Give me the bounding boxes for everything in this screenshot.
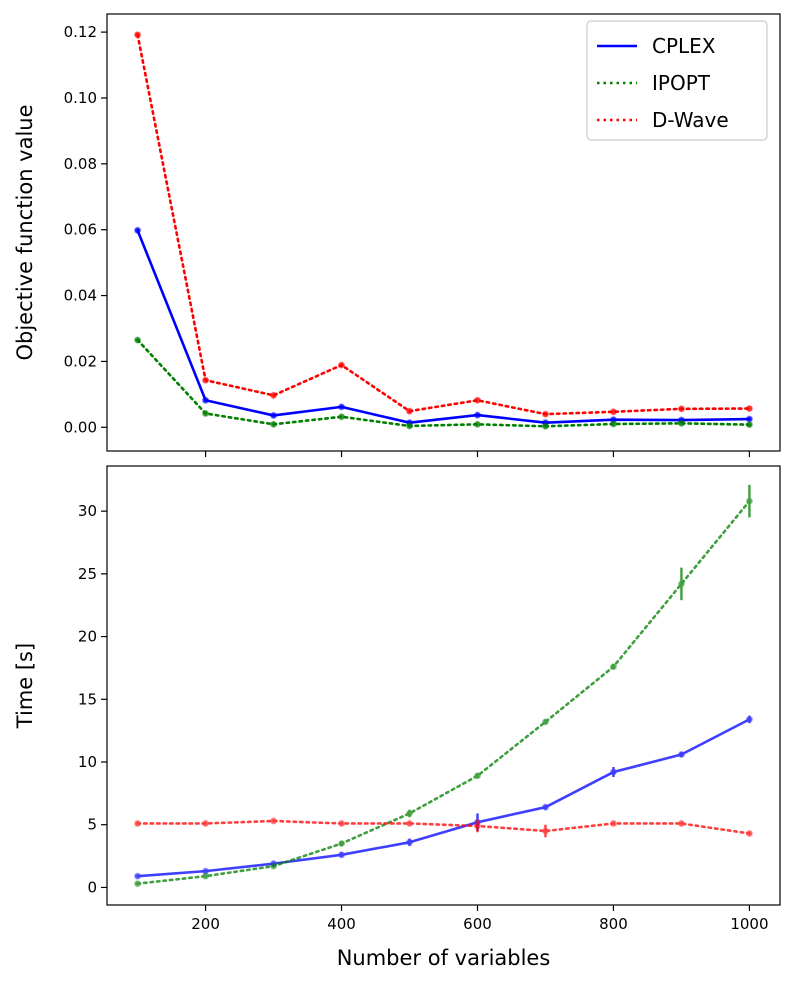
data-point: [270, 391, 278, 399]
data-point: [541, 410, 550, 418]
data-point: [541, 803, 550, 811]
series-line-cplex: [136, 718, 751, 878]
axes-frame: [106, 13, 781, 452]
y-tick-label: 0.06: [64, 221, 97, 239]
y-tick-label: 0.02: [64, 352, 97, 370]
time-panel: 200 400 600 800 1000 0 5 10 15 20 25 30 Time [s] Numb…: [13, 465, 781, 970]
y-tick-label: 0.10: [64, 89, 97, 107]
x-tick-label: 400: [327, 915, 356, 933]
y-tick-label: 5: [87, 816, 97, 834]
y-tick-label: 15: [78, 690, 97, 708]
data-point: [337, 403, 346, 411]
data-point: [270, 411, 278, 419]
legend: CPLEX IPOPT D-Wave: [586, 20, 768, 141]
y-tick-label: 0.00: [64, 418, 97, 436]
y-axis-label: Objective function value: [13, 104, 37, 360]
y-tick-label: 30: [78, 502, 97, 520]
y-tick-label: 20: [78, 628, 97, 646]
data-point: [270, 862, 278, 870]
data-point: [337, 361, 346, 369]
data-point: [473, 420, 482, 428]
series-ipopt: [134, 336, 753, 430]
data-point: [677, 750, 685, 759]
data-point: [405, 809, 414, 817]
data-point: [202, 409, 210, 418]
series-d-wave: [134, 817, 753, 838]
series-line-ipopt: [136, 338, 751, 428]
data-point: [677, 419, 685, 427]
data-point: [134, 336, 142, 344]
y-tick-label: 0: [87, 878, 97, 896]
data-point: [337, 413, 346, 421]
data-point: [405, 838, 414, 846]
x-tick-label: 200: [191, 915, 220, 933]
data-point: [202, 819, 210, 828]
data-point: [337, 839, 346, 848]
data-point: [745, 415, 753, 423]
data-point: [473, 772, 482, 780]
x-tick-label: 800: [599, 915, 628, 933]
y-tick-label: 0.08: [64, 155, 97, 173]
series-cplex: [134, 715, 753, 880]
data-point: [541, 422, 550, 430]
legend-label-cplex: CPLEX: [652, 34, 716, 58]
x-tick-label: 1000: [730, 915, 768, 933]
objective-panel: 0.00 0.02 0.04 0.06 0.08 0.10 0.12 Objective fu…: [13, 13, 781, 457]
y-axis-label: Time [s]: [13, 643, 37, 729]
data-point: [609, 819, 617, 828]
data-point: [745, 497, 753, 505]
series-line-d-wave: [136, 819, 751, 835]
series-d-wave: [134, 31, 753, 418]
data-point: [337, 819, 346, 828]
data-point: [473, 396, 482, 404]
data-point: [473, 411, 482, 419]
y-tick-label: 0.12: [64, 23, 97, 41]
data-point: [677, 405, 685, 413]
data-point: [745, 829, 753, 838]
data-point: [609, 663, 617, 671]
data-point: [202, 376, 210, 384]
series-line-ipopt: [136, 499, 751, 885]
series-cplex: [134, 226, 753, 427]
data-point: [745, 421, 753, 429]
data-point: [473, 822, 482, 830]
y-tick-label: 10: [78, 753, 97, 771]
data-point: [609, 408, 617, 416]
data-point: [337, 851, 346, 859]
data-point: [609, 768, 617, 776]
data-point: [134, 31, 142, 39]
data-point: [405, 407, 414, 415]
x-tick-label: 600: [463, 915, 492, 933]
data-point: [405, 819, 414, 828]
y-tick-label: 25: [78, 565, 97, 583]
series-ipopt: [134, 484, 753, 888]
data-point: [745, 715, 753, 723]
data-point: [134, 872, 142, 880]
data-point: [134, 819, 142, 828]
legend-label-d-wave: D-Wave: [652, 108, 729, 132]
data-point: [541, 827, 550, 835]
data-point: [270, 817, 278, 825]
data-point: [202, 396, 210, 404]
legend-label-ipopt: IPOPT: [652, 71, 711, 95]
data-point: [677, 580, 685, 588]
data-point: [134, 226, 142, 234]
data-point: [609, 420, 617, 428]
y-tick-label: 0.04: [64, 287, 97, 305]
data-point: [134, 880, 142, 888]
data-point: [405, 422, 414, 430]
series-line-cplex: [136, 229, 751, 424]
data-point: [541, 718, 550, 726]
data-point: [270, 420, 278, 428]
legend-box: [586, 20, 768, 141]
x-axis-label: Number of variables: [337, 946, 551, 970]
data-point: [202, 872, 210, 880]
axes-frame: [106, 465, 781, 906]
data-point: [677, 819, 685, 828]
data-point: [745, 404, 753, 413]
series-line-d-wave: [136, 33, 751, 416]
